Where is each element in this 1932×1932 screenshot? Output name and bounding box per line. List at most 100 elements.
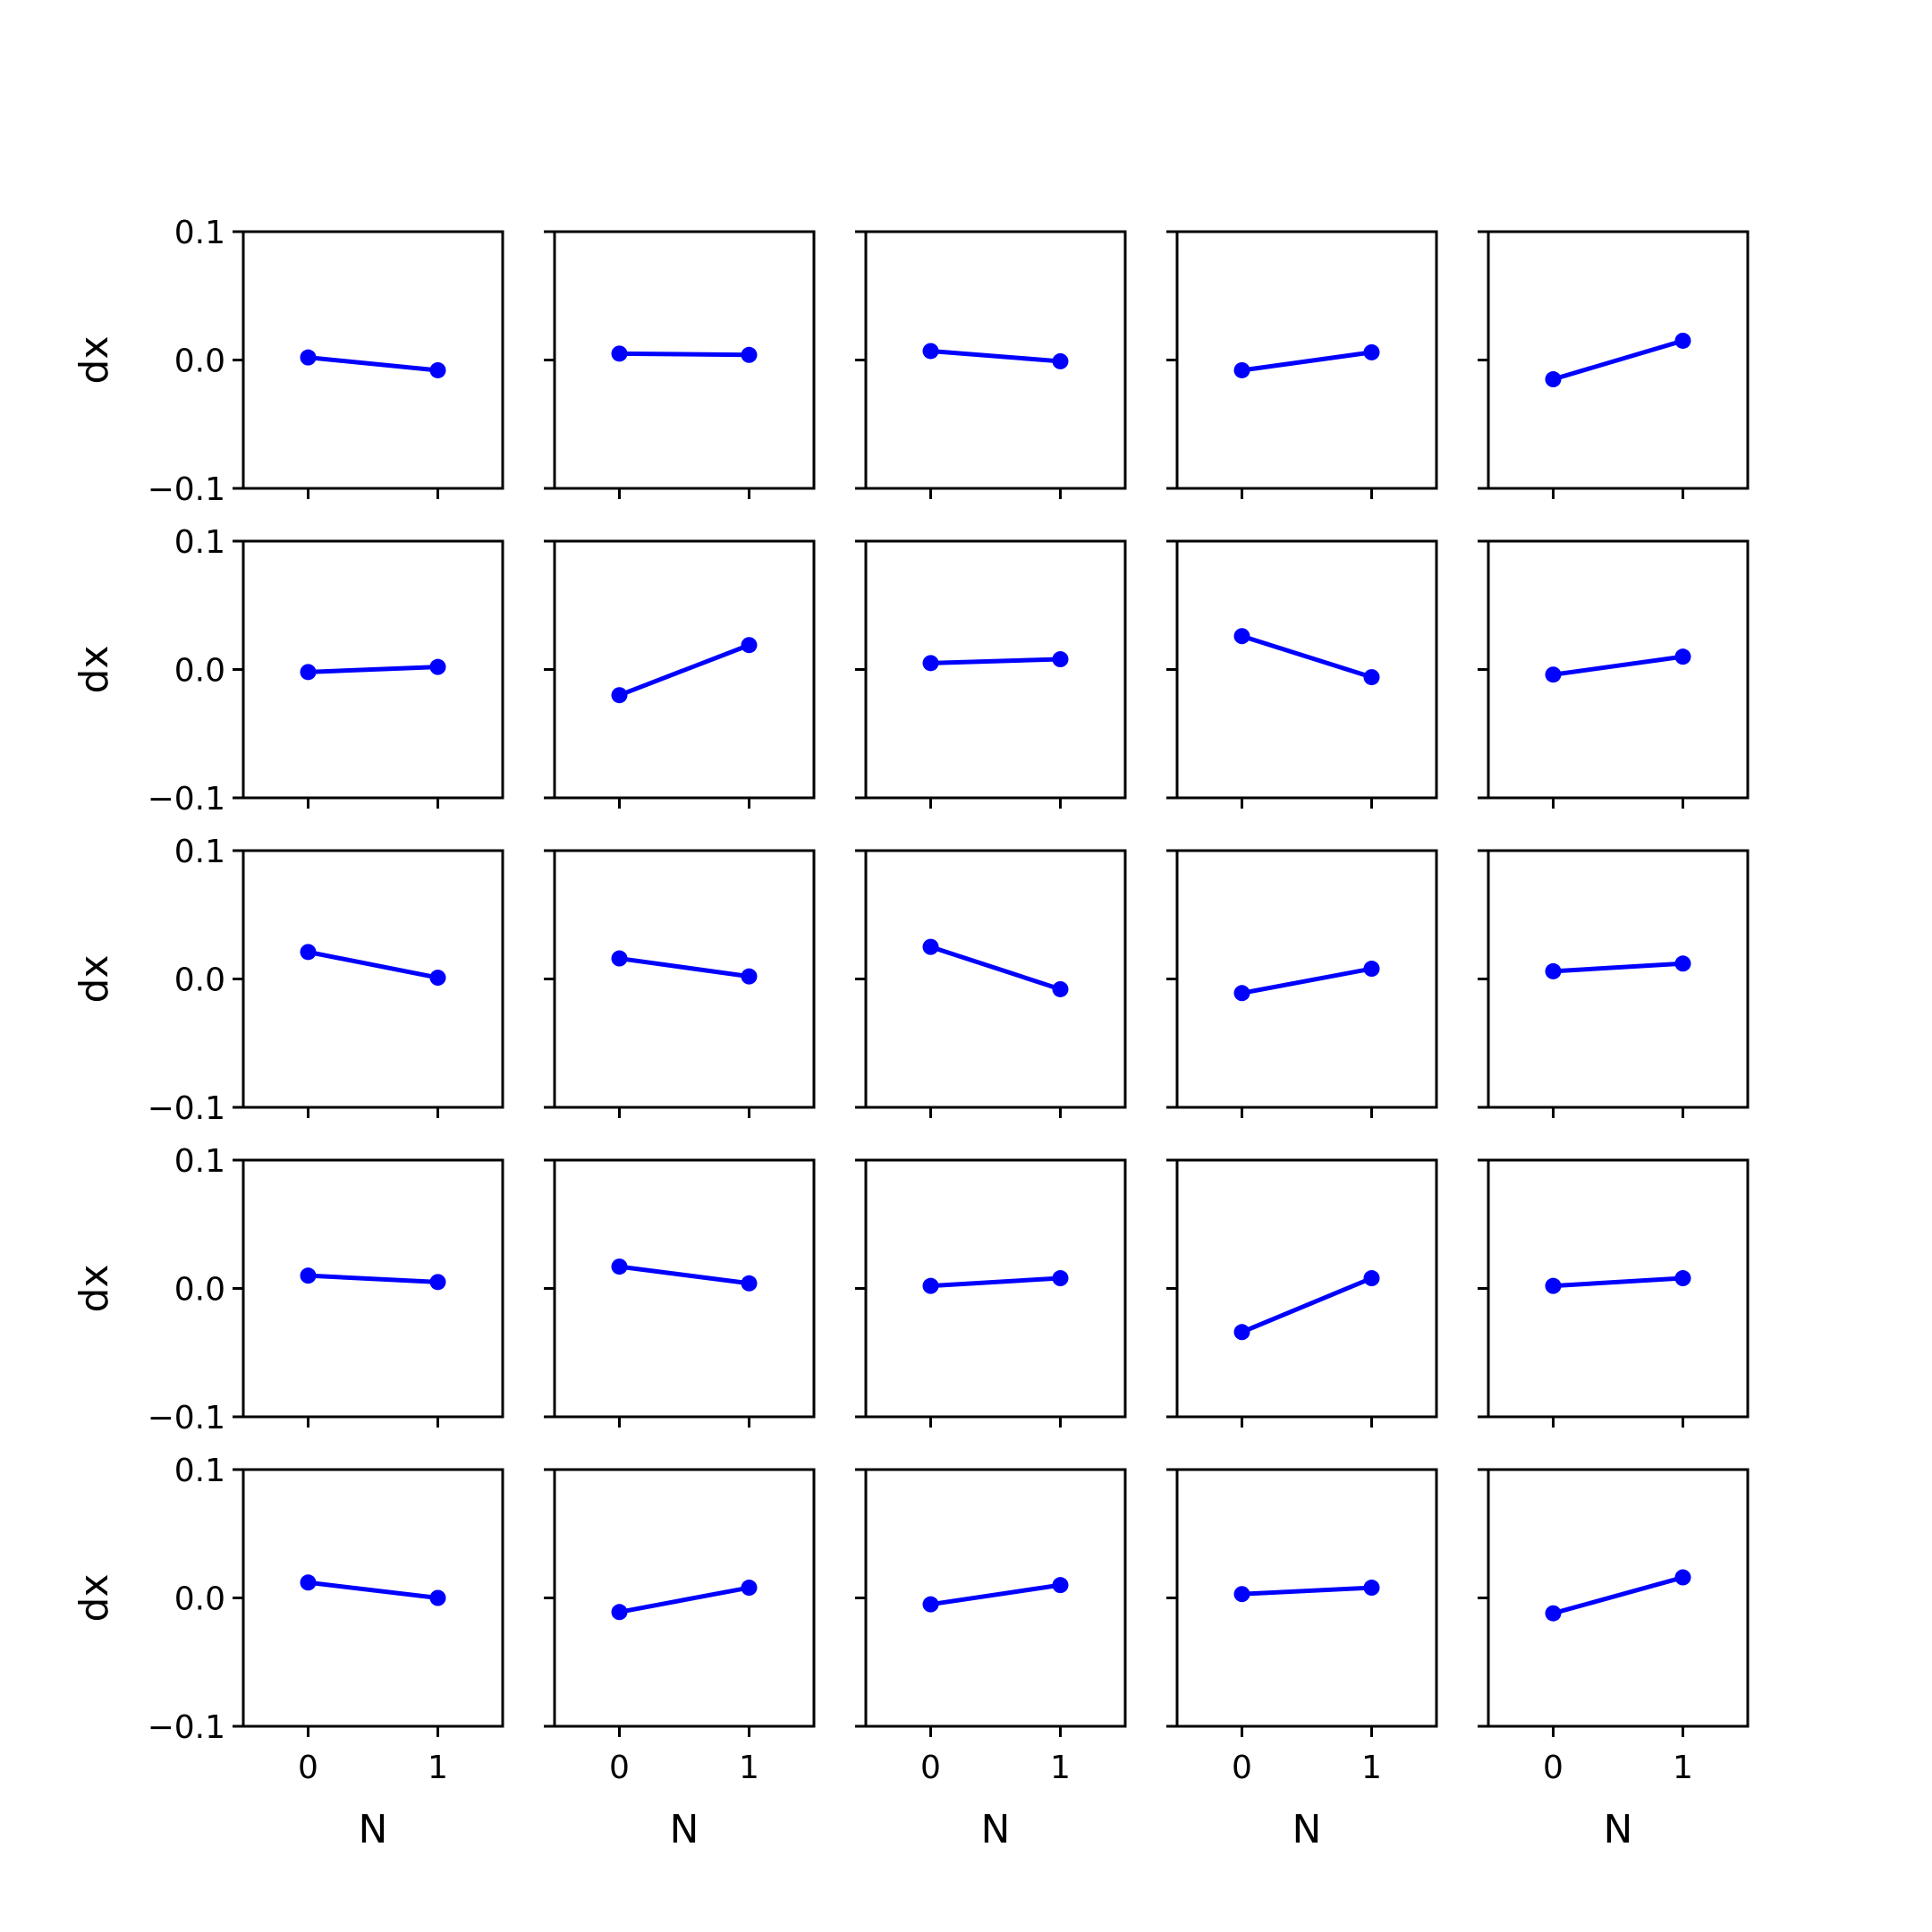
data-point	[1363, 961, 1380, 978]
data-point	[1052, 1577, 1069, 1594]
x-tick-label: 1	[1050, 1750, 1071, 1786]
y-axis-label: dx	[72, 336, 117, 385]
data-point	[611, 345, 628, 362]
data-point	[1052, 651, 1069, 668]
series-line	[308, 665, 438, 674]
subplot-r1-c2	[544, 230, 816, 499]
x-tick-label: 0	[1232, 1750, 1252, 1786]
subplot-r5-c5: 0 1 N	[1478, 1468, 1750, 1852]
data-point	[429, 361, 446, 378]
y-tick-label: −0.1	[148, 471, 225, 508]
series-line	[308, 949, 438, 980]
data-point	[741, 1275, 758, 1292]
series-line	[308, 355, 438, 373]
data-point	[429, 1589, 446, 1606]
data-point	[1052, 980, 1069, 997]
data-point	[1674, 648, 1691, 665]
series-line	[619, 1264, 750, 1286]
subplot-r5-c2: 0 1 N	[544, 1468, 816, 1852]
y-tick-label: 0.1	[174, 1143, 225, 1180]
y-tick-label: 0.0	[174, 343, 225, 380]
y-tick-label: −0.1	[148, 1090, 225, 1127]
subplot-r1-c4	[1166, 230, 1438, 499]
series-line	[929, 945, 1062, 992]
subplot-r3-c1: −0.1 0.0 0.1 dx	[72, 834, 504, 1127]
subplot-r3-c3	[855, 849, 1127, 1118]
data-point	[429, 970, 446, 987]
data-point	[1545, 666, 1562, 683]
subplot-r3-c5	[1478, 849, 1750, 1118]
data-point	[741, 637, 758, 654]
data-point	[1052, 1270, 1069, 1287]
data-point	[1052, 352, 1069, 369]
x-axis-label: N	[670, 1807, 699, 1852]
subplot-r2-c4	[1166, 539, 1438, 809]
x-tick-label: 0	[920, 1750, 941, 1786]
data-point	[429, 658, 446, 675]
series-line	[308, 1580, 438, 1600]
y-tick-label: 0.0	[174, 1581, 225, 1618]
series-line	[930, 348, 1061, 364]
x-axis-label: N	[1292, 1807, 1322, 1852]
x-axis-label: N	[981, 1807, 1011, 1852]
series-line	[1241, 1275, 1373, 1335]
y-tick-label: 0.1	[174, 1453, 225, 1489]
subplot-r4-c2	[544, 1158, 816, 1428]
data-point	[611, 950, 628, 967]
subplot-r1-c5	[1478, 230, 1750, 499]
data-point	[922, 655, 939, 672]
series-line	[618, 642, 750, 698]
data-point	[1233, 361, 1250, 378]
data-point	[1363, 669, 1380, 686]
subplot-r5-c1: −0.1 0.0 0.1 0 1 dx N	[72, 1453, 504, 1852]
data-point	[611, 687, 628, 704]
series-line	[308, 1273, 438, 1284]
data-point	[922, 938, 939, 955]
subplot-r1-c1: −0.1 0.0 0.1 dx	[72, 215, 504, 508]
subplot-r5-c4: 0 1 N	[1166, 1468, 1438, 1852]
y-tick-label: 0.1	[174, 834, 225, 870]
x-tick-label: 1	[1673, 1750, 1693, 1786]
subplot-r3-c4	[1166, 849, 1438, 1118]
data-point	[1545, 962, 1562, 979]
x-tick-label: 0	[609, 1750, 630, 1786]
series-line	[1552, 1575, 1684, 1616]
data-point	[1545, 371, 1562, 388]
x-axis-label: N	[359, 1807, 388, 1852]
data-point	[1674, 955, 1691, 972]
data-point	[1674, 332, 1691, 349]
x-tick-label: 0	[1543, 1750, 1563, 1786]
data-point	[300, 1267, 317, 1284]
y-axis-label: dx	[72, 1265, 117, 1313]
data-point	[611, 1258, 628, 1275]
subplot-r3-c2	[544, 849, 816, 1118]
subplot-r2-c5	[1478, 539, 1750, 809]
data-point	[922, 1596, 939, 1613]
data-point	[300, 944, 317, 961]
subplot-r4-c4	[1166, 1158, 1438, 1428]
data-point	[922, 1277, 939, 1294]
y-tick-label: 0.0	[174, 653, 225, 690]
series-line	[619, 351, 750, 358]
subplot-r2-c1: −0.1 0.0 0.1 dx	[72, 524, 504, 818]
data-point	[1545, 1277, 1562, 1294]
data-point	[1363, 1270, 1380, 1287]
x-tick-label: 1	[1361, 1750, 1382, 1786]
series-line	[1553, 654, 1683, 677]
data-point	[741, 346, 758, 363]
series-line	[1241, 966, 1372, 996]
x-tick-label: 1	[739, 1750, 759, 1786]
data-point	[1233, 1586, 1250, 1603]
data-point	[1233, 1324, 1250, 1341]
subplot-r4-c5	[1478, 1158, 1750, 1428]
data-point	[922, 343, 939, 360]
y-tick-label: −0.1	[148, 1709, 225, 1746]
subplot-r4-c1: −0.1 0.0 0.1 dx	[72, 1143, 504, 1436]
series-line	[1241, 633, 1373, 680]
series-line	[619, 956, 750, 979]
y-tick-label: −0.1	[148, 1400, 225, 1436]
data-point	[741, 968, 758, 985]
series-line	[930, 657, 1061, 665]
subplot-r2-c3	[855, 539, 1127, 809]
